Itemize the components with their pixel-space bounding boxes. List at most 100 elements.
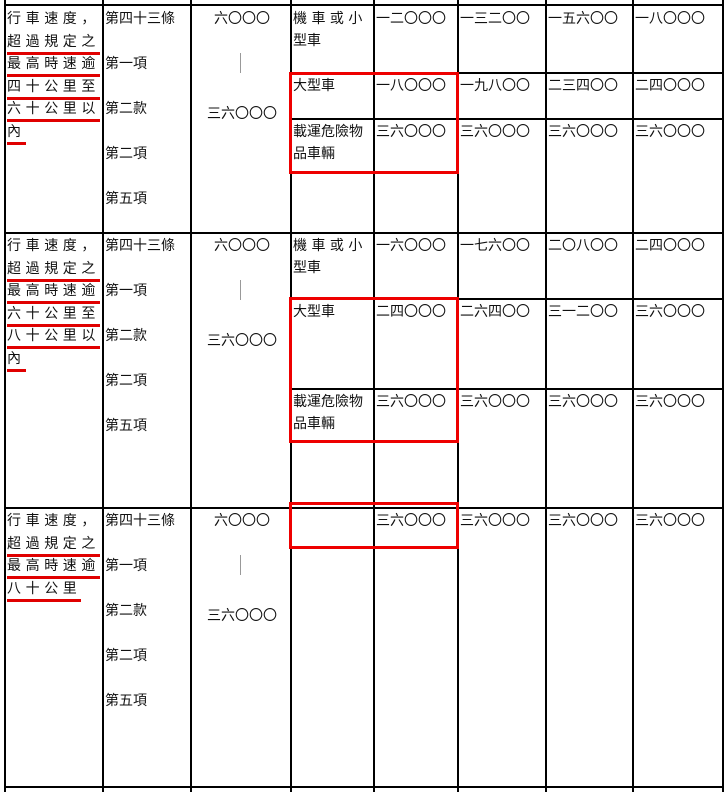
vehicle-type: 機 車 或 小 [293, 238, 363, 254]
description-line: 八十公里 [7, 578, 100, 602]
article-clause: 第二項 [105, 373, 147, 389]
fine-amount: 一三二〇〇 [460, 11, 530, 27]
fine-amount: 一二〇〇〇 [376, 11, 446, 27]
column-divider [632, 0, 634, 792]
article-clause: 第一項 [105, 558, 147, 574]
vehicle-type: 大型車 [293, 78, 335, 94]
fine-amount: 二四〇〇〇 [635, 78, 705, 94]
description-text: 最高時速逾 [7, 557, 100, 579]
column-divider [102, 0, 104, 792]
fine-amount: 一八〇〇〇 [376, 78, 446, 94]
fine-range-max: 三六〇〇〇 [207, 608, 277, 624]
description-text: 超過規定之 [7, 535, 100, 557]
fine-amount: 三六〇〇〇 [548, 394, 618, 410]
description-text: 內 [7, 350, 26, 372]
description-text: 內 [7, 123, 26, 145]
fine-amount: 一九八〇〇 [460, 78, 530, 94]
fine-amount: 三六〇〇〇 [376, 394, 446, 410]
description-line: 內 [7, 121, 100, 145]
description-line: 內 [7, 348, 100, 372]
fine-amount: 一六〇〇〇 [376, 238, 446, 254]
description-line: 超過規定之 [7, 533, 100, 557]
fine-amount: 三六〇〇〇 [460, 124, 530, 140]
highlight-box [289, 72, 459, 174]
description-text: 行車速度， [7, 238, 100, 254]
article-clause: 第二款 [105, 101, 147, 117]
article-clause: 第二款 [105, 603, 147, 619]
fine-amount: 一五六〇〇 [548, 11, 618, 27]
fine-range-min: 六〇〇〇 [214, 238, 270, 254]
row-divider [4, 786, 724, 788]
description-line: 最高時速逾 [7, 53, 100, 77]
fine-amount: 三六〇〇〇 [635, 394, 705, 410]
article-clause: 第一項 [105, 283, 147, 299]
description-line: 超過規定之 [7, 258, 100, 282]
vehicle-type: 型車 [293, 260, 321, 276]
fine-range-max: 三六〇〇〇 [207, 333, 277, 349]
description-line: 六十公里至 [7, 303, 100, 327]
subrow-divider [290, 388, 724, 390]
fine-amount: 三六〇〇〇 [548, 513, 618, 529]
vehicle-type: 載運危險物 [293, 394, 363, 410]
fine-amount: 三六〇〇〇 [376, 513, 446, 529]
vehicle-type: 載運危險物 [293, 124, 363, 140]
fine-amount: 三六〇〇〇 [635, 513, 705, 529]
fine-amount: 二〇八〇〇 [548, 238, 618, 254]
article-clause: 第五項 [105, 693, 147, 709]
description-line: 行車速度， [7, 510, 100, 533]
subrow-divider [290, 118, 724, 120]
description-line: 最高時速逾 [7, 555, 100, 579]
fine-amount: 三六〇〇〇 [635, 304, 705, 320]
vehicle-type: 品車輛 [293, 416, 335, 432]
article-clause: 第二項 [105, 648, 147, 664]
fine-range-separator [240, 280, 241, 300]
highlight-box [289, 502, 459, 549]
column-divider [4, 0, 6, 792]
fine-amount: 三六〇〇〇 [460, 513, 530, 529]
fine-amount: 三一二〇〇 [548, 304, 618, 320]
article-clause: 第五項 [105, 418, 147, 434]
description-line: 八十公里以 [7, 325, 100, 349]
article-clause: 第二款 [105, 328, 147, 344]
description-text: 八十公里以 [7, 327, 100, 349]
article-clause: 第四十三條 [105, 11, 175, 27]
column-divider [545, 0, 547, 792]
fine-amount: 一七六〇〇 [460, 238, 530, 254]
article-clause: 第五項 [105, 191, 147, 207]
row-divider [4, 507, 724, 509]
description-line: 行車速度， [7, 8, 100, 31]
description-text: 行車速度， [7, 11, 100, 27]
description-line: 超過規定之 [7, 31, 100, 55]
description-text: 六十公里至 [7, 305, 100, 327]
fine-amount: 二四〇〇〇 [635, 238, 705, 254]
fine-amount: 一八〇〇〇 [635, 11, 705, 27]
fine-amount: 二六四〇〇 [460, 304, 530, 320]
subrow-divider [290, 298, 724, 300]
row-divider [4, 232, 724, 234]
description-text: 八十公里 [7, 580, 82, 602]
description-text: 超過規定之 [7, 260, 100, 282]
description-text: 超過規定之 [7, 33, 100, 55]
fine-amount: 三六〇〇〇 [548, 124, 618, 140]
description-line: 行車速度， [7, 235, 100, 258]
column-divider [190, 0, 192, 792]
article-clause: 第四十三條 [105, 513, 175, 529]
row-divider [4, 4, 724, 6]
description-line: 六十公里以 [7, 98, 100, 122]
fine-range-min: 六〇〇〇 [214, 11, 270, 27]
description-line: 四十公里至 [7, 76, 100, 100]
vehicle-type: 型車 [293, 33, 321, 49]
violation-description: 行車速度， 超過規定之 最高時速逾 八十公里 [7, 510, 100, 602]
fine-range-max: 三六〇〇〇 [207, 106, 277, 122]
fine-amount: 三六〇〇〇 [376, 124, 446, 140]
fine-amount: 三六〇〇〇 [635, 124, 705, 140]
violation-description: 行車速度， 超過規定之 最高時速逾 四十公里至 六十公里以內 [7, 8, 100, 145]
vehicle-type: 品車輛 [293, 146, 335, 162]
violation-description: 行車速度， 超過規定之 最高時速逾 六十公里至 八十公里以內 [7, 235, 100, 372]
vehicle-type: 機 車 或 小 [293, 11, 363, 27]
article-clause: 第四十三條 [105, 238, 175, 254]
fine-range-separator [240, 53, 241, 73]
vehicle-type: 大型車 [293, 304, 335, 320]
column-divider [722, 0, 724, 792]
subrow-divider [290, 72, 724, 74]
